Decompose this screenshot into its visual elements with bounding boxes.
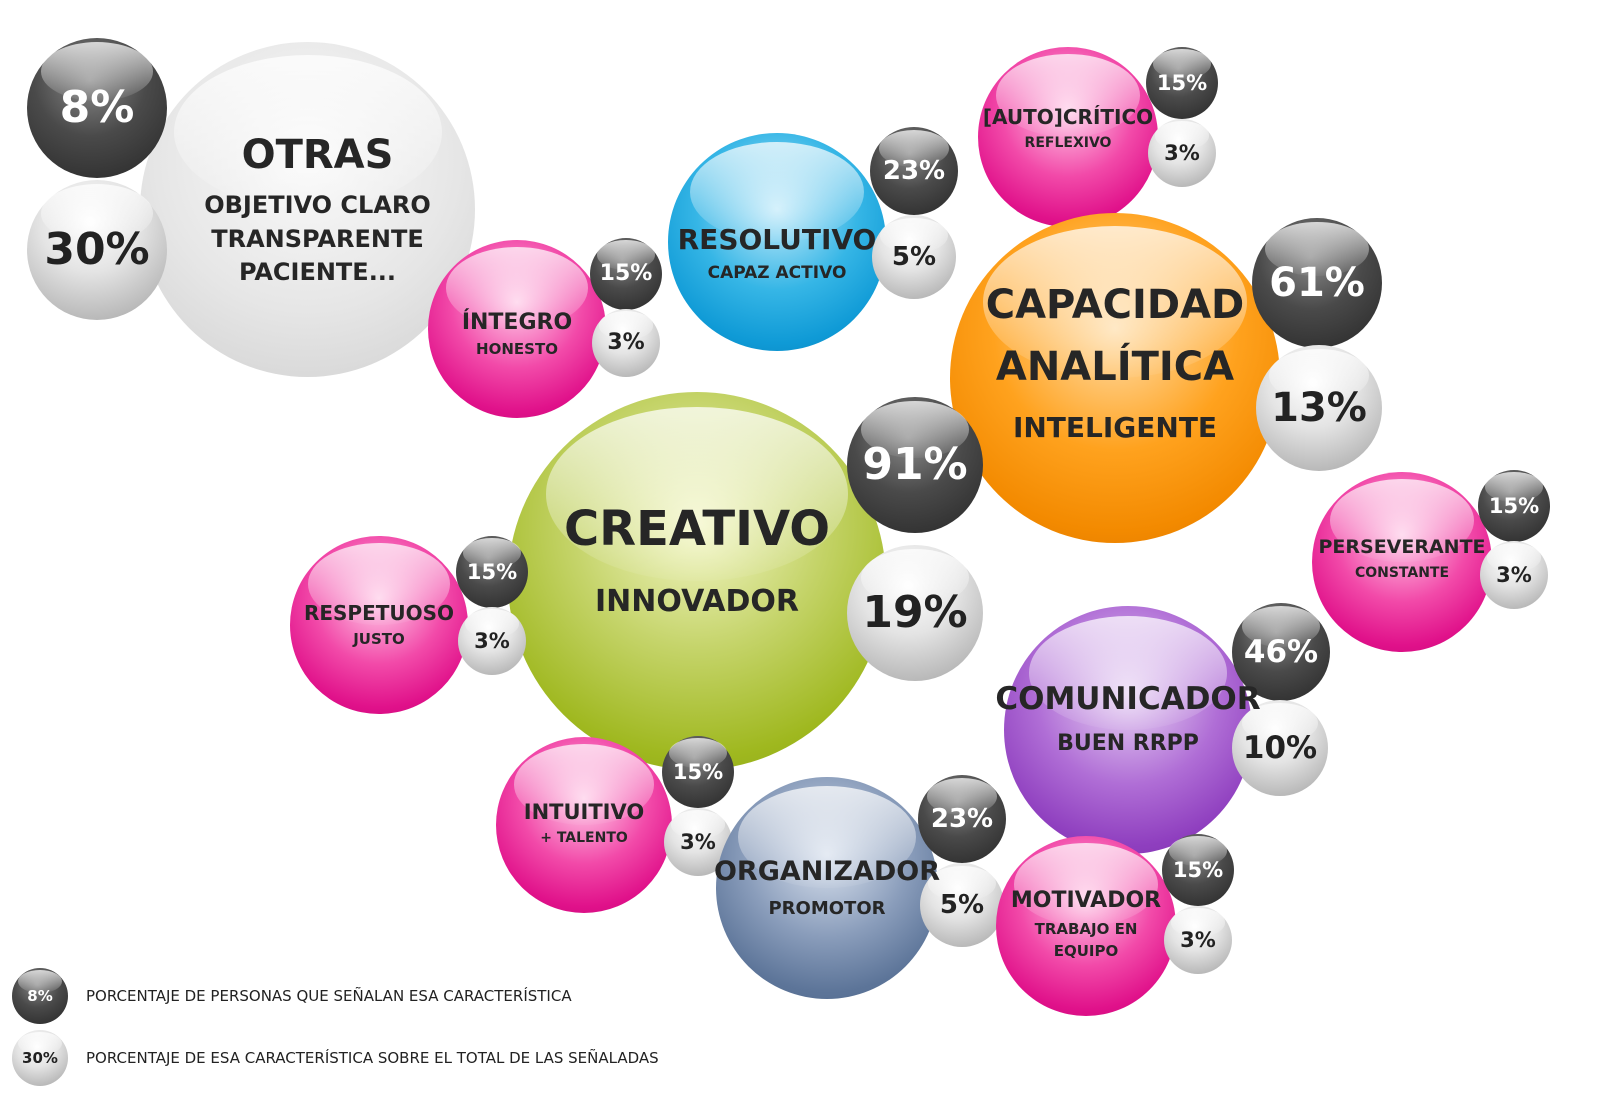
perseverante-sub: CONSTANTE <box>1354 564 1450 581</box>
bubble-creativo: CREATIVO INNOVADOR <box>508 392 886 770</box>
respetuoso-pct-people-value: 15% <box>466 559 518 584</box>
integro-pct-people: 15% <box>590 238 662 310</box>
integro-label: ÍNTEGRO <box>461 309 573 335</box>
autocritico-sub: REFLEXIVO <box>1024 135 1112 152</box>
comunicador-pct-people: 46% <box>1232 603 1330 701</box>
integro-pct-total: 3% <box>592 309 660 377</box>
creativo-sub: INNOVADOR <box>595 584 799 620</box>
resolutivo-pct-total: 5% <box>872 215 956 299</box>
comunicador-label: COMUNICADOR <box>995 680 1261 717</box>
bubble-perseverante: PERSEVERANTE CONSTANTE <box>1312 472 1492 652</box>
legend-light-text: PORCENTAJE DE ESA CARACTERÍSTICA SOBRE E… <box>86 1049 659 1067</box>
motivador-pct-total-value: 3% <box>1180 927 1216 952</box>
legend-light-badge: 30% <box>12 1030 68 1086</box>
resolutivo-sub: CAPAZ ACTIVO <box>707 263 847 284</box>
otras-pct-people-value: 8% <box>59 82 135 133</box>
autocritico-label: [AUTO]CRÍTICO <box>982 105 1154 130</box>
otras-label: OTRAS <box>241 132 394 179</box>
motivador-sub-1: TRABAJO EN <box>1034 920 1138 939</box>
comunicador-pct-total-value: 10% <box>1242 729 1318 766</box>
capacidad-label-1: CAPACIDAD <box>985 281 1245 328</box>
respetuoso-sub: JUSTO <box>353 629 405 648</box>
creativo-pct-total: 19% <box>847 545 983 681</box>
perseverante-label: PERSEVERANTE <box>1318 536 1486 559</box>
comunicador-sub: BUEN RRPP <box>1057 731 1199 757</box>
intuitivo-label: INTUITIVO <box>523 799 645 824</box>
bubble-organizador: ORGANIZADOR PROMOTOR <box>713 777 941 999</box>
resolutivo-label: RESOLUTIVO <box>677 223 877 257</box>
bubble-integro: ÍNTEGRO HONESTO <box>428 240 606 418</box>
intuitivo-pct-total: 3% <box>664 808 732 876</box>
perseverante-pct-people-value: 15% <box>1488 493 1540 518</box>
motivador-label: MOTIVADOR <box>1010 888 1162 914</box>
comunicador-pct-people-value: 46% <box>1243 633 1319 670</box>
autocritico-pct-people: 15% <box>1146 47 1218 119</box>
respetuoso-pct-people: 15% <box>456 536 528 608</box>
bubble-autocritico: [AUTO]CRÍTICO REFLEXIVO <box>978 47 1158 227</box>
respetuoso-pct-total: 3% <box>458 607 526 675</box>
organizador-sub: PROMOTOR <box>768 898 886 920</box>
legend-dark-text: PORCENTAJE DE PERSONAS QUE SEÑALAN ESA C… <box>86 987 572 1005</box>
comunicador-pct-total: 10% <box>1232 700 1328 796</box>
capacidad-sub: INTELIGENTE <box>1012 410 1218 444</box>
creativo-pct-people: 91% <box>847 397 983 533</box>
intuitivo-sub: + TALENTO <box>540 830 628 847</box>
capacidad-pct-total: 13% <box>1256 345 1382 471</box>
bubble-otras: OTRAS OBJETIVO CLARO TRANSPARENTE PACIEN… <box>140 42 475 377</box>
bubble-intuitivo: INTUITIVO + TALENTO <box>496 737 672 913</box>
organizador-label: ORGANIZADOR <box>713 856 941 888</box>
motivador-sub-2: EQUIPO <box>1053 941 1119 960</box>
resolutivo-pct-total-value: 5% <box>891 242 937 272</box>
respetuoso-label: RESPETUOSO <box>303 600 455 625</box>
otras-sub-3: PACIENTE... <box>238 258 397 287</box>
respetuoso-pct-total-value: 3% <box>474 628 510 653</box>
autocritico-pct-total: 3% <box>1148 119 1216 187</box>
capacidad-pct-total-value: 13% <box>1271 385 1367 431</box>
autocritico-pct-total-value: 3% <box>1164 140 1200 165</box>
perseverante-pct-total: 3% <box>1480 541 1548 609</box>
legend-row-total: 30% PORCENTAJE DE ESA CARACTERÍSTICA SOB… <box>12 1030 659 1086</box>
legend-light-badge-value: 30% <box>22 1048 58 1067</box>
autocritico-pct-people-value: 15% <box>1156 70 1208 95</box>
otras-pct-total-value: 30% <box>44 224 150 275</box>
otras-pct-total: 30% <box>27 180 167 320</box>
motivador-pct-total: 3% <box>1164 906 1232 974</box>
otras-sub-1: OBJETIVO CLARO <box>204 191 431 220</box>
otras-pct-people: 8% <box>27 38 167 178</box>
motivador-pct-people-value: 15% <box>1172 857 1224 882</box>
organizador-pct-people: 23% <box>918 775 1006 863</box>
integro-pct-total-value: 3% <box>607 330 645 355</box>
integro-sub: HONESTO <box>476 340 558 359</box>
capacidad-pct-people-value: 61% <box>1269 260 1365 306</box>
creativo-label: CREATIVO <box>563 501 831 558</box>
legend-row-people: 8% PORCENTAJE DE PERSONAS QUE SEÑALAN ES… <box>12 968 572 1024</box>
legend-dark-badge: 8% <box>12 968 68 1024</box>
otras-sub-2: TRANSPARENTE <box>211 224 424 253</box>
perseverante-pct-people: 15% <box>1478 470 1550 542</box>
resolutivo-pct-people: 23% <box>870 127 958 215</box>
bubble-respetuoso: RESPETUOSO JUSTO <box>290 536 468 714</box>
intuitivo-pct-people-value: 15% <box>672 759 724 784</box>
bubble-resolutivo: RESOLUTIVO CAPAZ ACTIVO <box>668 133 886 351</box>
organizador-pct-total: 5% <box>920 863 1004 947</box>
integro-pct-people-value: 15% <box>599 261 653 286</box>
capacidad-pct-people: 61% <box>1252 218 1382 348</box>
bubble-capacidad-analitica: CAPACIDAD ANALÍTICA INTELIGENTE <box>950 213 1280 543</box>
bubble-comunicador: COMUNICADOR BUEN RRPP <box>995 606 1261 854</box>
intuitivo-pct-total-value: 3% <box>680 829 716 854</box>
capacidad-label-2: ANALÍTICA <box>995 343 1235 390</box>
organizador-pct-people-value: 23% <box>930 804 994 834</box>
resolutivo-pct-people-value: 23% <box>882 156 946 186</box>
bubble-motivador: MOTIVADOR TRABAJO EN EQUIPO <box>996 836 1176 1016</box>
creativo-pct-people-value: 91% <box>862 439 968 490</box>
organizador-pct-total-value: 5% <box>939 890 985 920</box>
creativo-pct-total-value: 19% <box>862 587 968 638</box>
motivador-pct-people: 15% <box>1162 834 1234 906</box>
intuitivo-pct-people: 15% <box>662 736 734 808</box>
perseverante-pct-total-value: 3% <box>1496 562 1532 587</box>
legend-dark-badge-value: 8% <box>27 986 53 1005</box>
